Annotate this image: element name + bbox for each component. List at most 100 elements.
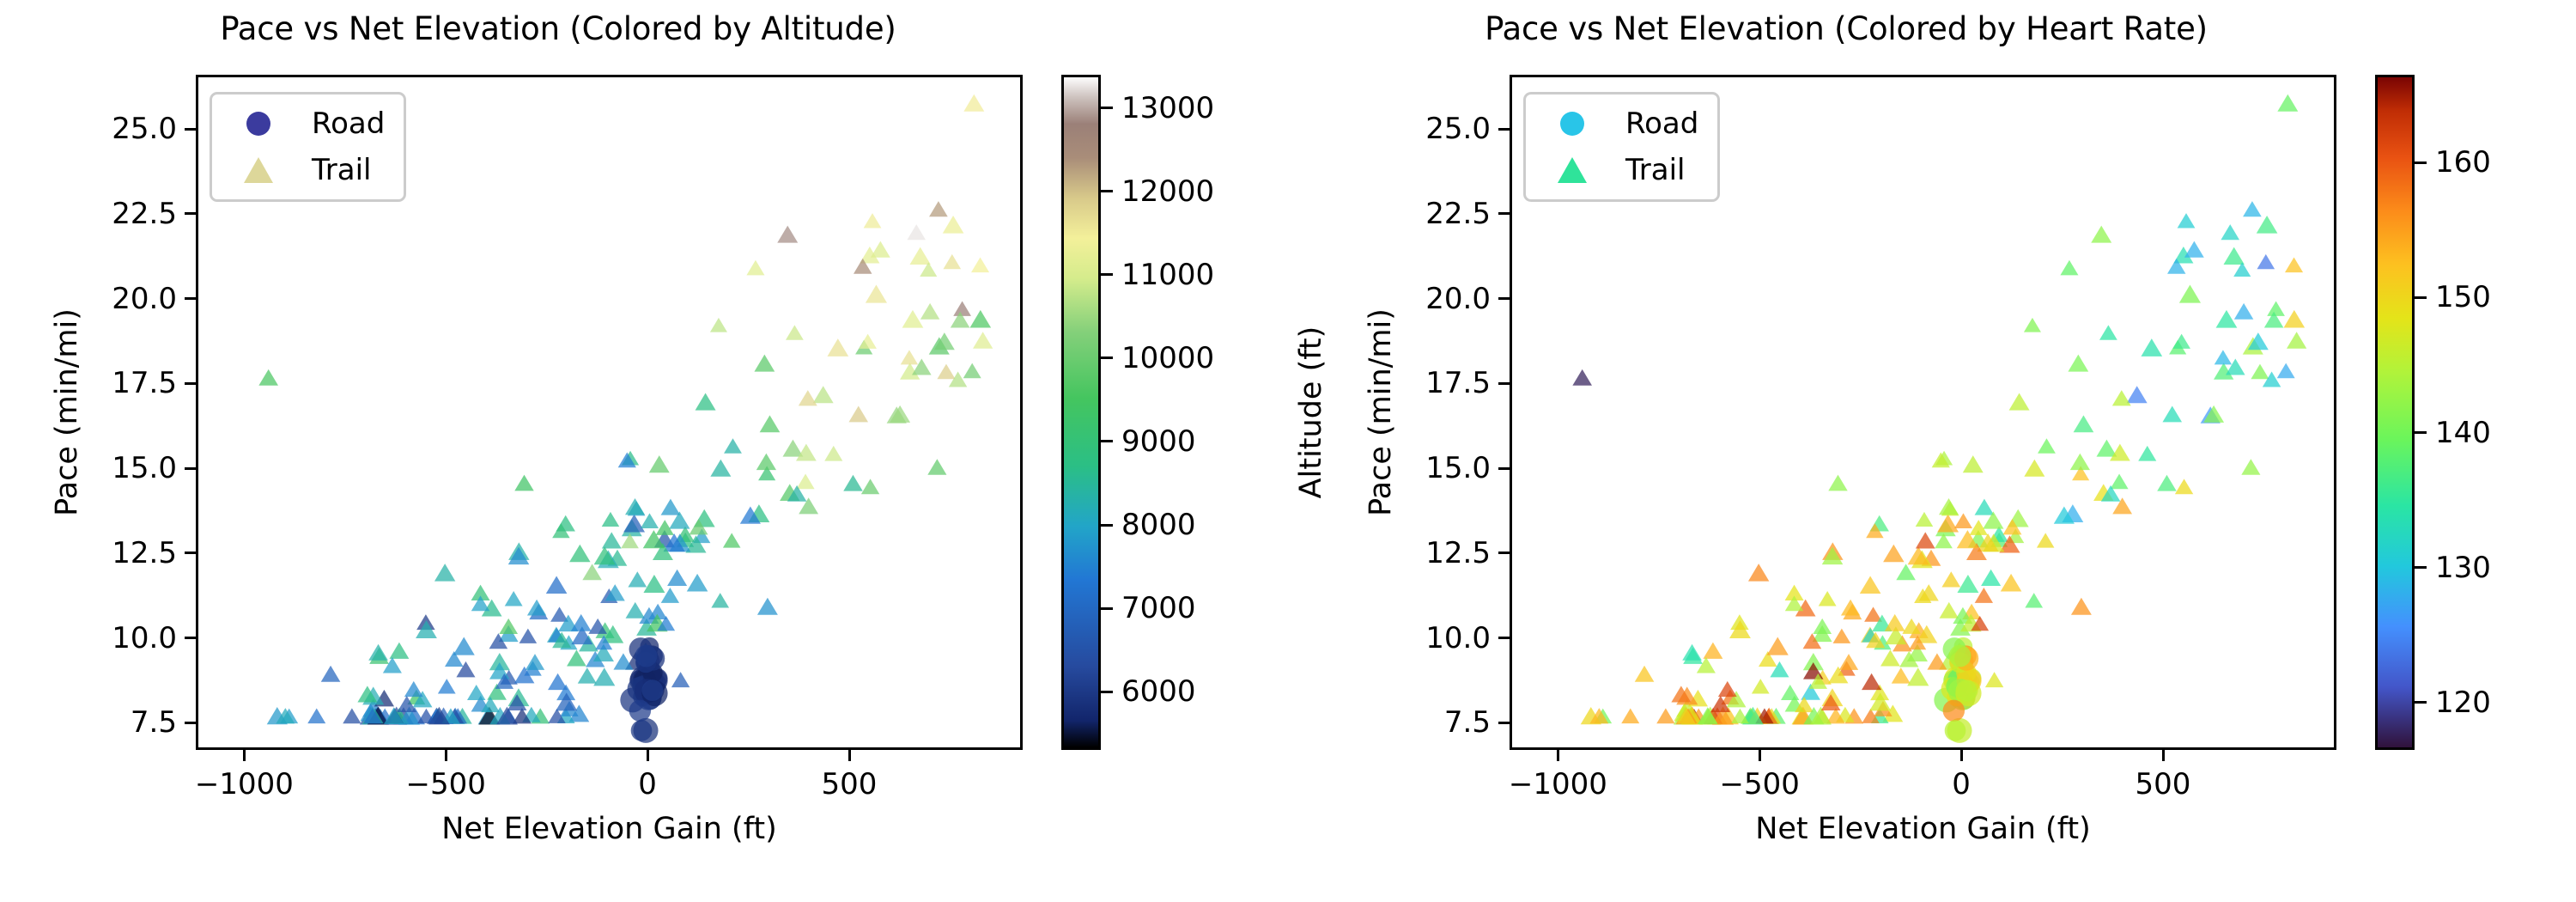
data-point-triangle xyxy=(548,708,566,723)
legend-heartrate[interactable]: Road Trail xyxy=(1523,92,1721,202)
data-point-triangle xyxy=(2174,478,2194,495)
plot-area-heartrate xyxy=(1510,75,2336,750)
data-point-triangle xyxy=(258,369,279,386)
data-point-triangle xyxy=(276,708,295,724)
data-point-triangle xyxy=(2233,302,2254,320)
legend-label: Trail xyxy=(312,153,372,187)
data-point-triangle xyxy=(724,438,742,454)
data-point-triangle xyxy=(1864,606,1882,622)
data-point-triangle xyxy=(1832,628,1851,643)
data-point-triangle xyxy=(1969,520,1988,535)
data-point-triangle xyxy=(652,542,673,561)
data-point-triangle xyxy=(943,253,962,270)
data-point-triangle xyxy=(2110,443,2130,461)
data-point-triangle xyxy=(2247,332,2269,350)
data-point-triangle xyxy=(593,667,616,686)
y-tick-label: 17.5 xyxy=(1425,366,1491,401)
data-point-triangle xyxy=(1697,707,1718,725)
data-point-triangle xyxy=(660,588,680,603)
y-tick-label: 15.0 xyxy=(112,451,177,486)
legend-item-trail[interactable]: Trail xyxy=(1541,149,1698,191)
colorbar-tick-label: 8000 xyxy=(1121,508,1196,542)
data-point-triangle xyxy=(466,685,486,701)
data-point-circle xyxy=(641,680,664,702)
data-point-triangle xyxy=(623,514,646,533)
data-point-triangle xyxy=(471,595,490,612)
data-point-triangle xyxy=(404,680,423,698)
data-point-triangle xyxy=(970,257,990,273)
colorbar-altitude xyxy=(1061,75,1101,750)
y-tick-label: 10.0 xyxy=(112,620,177,655)
data-point-triangle xyxy=(2036,533,2055,548)
data-point-triangle xyxy=(489,633,508,649)
data-point-triangle xyxy=(307,708,326,724)
data-point-triangle xyxy=(859,333,877,349)
data-point-triangle xyxy=(787,485,807,502)
colorbar-tick-mark xyxy=(2415,296,2427,299)
chart-title-altitude: Pace vs Net Elevation (Colored by Altitu… xyxy=(220,10,896,47)
data-point-triangle xyxy=(1882,704,1904,722)
chart-title-heartrate: Pace vs Net Elevation (Colored by Heart … xyxy=(1485,10,2208,47)
data-point-triangle xyxy=(625,601,645,619)
data-point-triangle xyxy=(1828,474,1848,491)
x-tick-mark xyxy=(1556,750,1559,761)
data-point-triangle xyxy=(512,708,532,724)
data-point-triangle xyxy=(2091,225,2112,243)
data-point-triangle xyxy=(1977,533,1999,552)
data-point-triangle xyxy=(601,532,622,549)
data-point-triangle xyxy=(963,363,981,379)
data-point-triangle xyxy=(812,386,834,404)
data-point-triangle xyxy=(601,511,620,527)
legend-label: Road xyxy=(1625,107,1699,141)
data-point-triangle xyxy=(2214,350,2233,365)
data-point-triangle xyxy=(2243,201,2262,217)
data-point-triangle xyxy=(593,546,616,565)
data-point-triangle xyxy=(507,546,530,565)
y-tick-mark xyxy=(1498,297,1510,301)
data-point-triangle xyxy=(613,653,634,670)
data-point-triangle xyxy=(471,584,490,601)
data-point-triangle xyxy=(1927,653,1947,670)
data-point-triangle xyxy=(569,544,591,563)
legend-item-road[interactable]: Road xyxy=(228,103,385,144)
x-axis-label-heartrate: Net Elevation Gain (ft) xyxy=(1755,812,2091,846)
data-point-triangle xyxy=(571,626,593,645)
data-point-triangle xyxy=(416,620,437,638)
data-point-triangle xyxy=(628,571,647,588)
colorbar-tick-mark xyxy=(1101,606,1113,610)
data-point-triangle xyxy=(525,654,545,670)
data-point-triangle xyxy=(2267,301,2285,316)
data-point-triangle xyxy=(1983,511,2004,529)
data-point-triangle xyxy=(2166,258,2186,274)
triangle-marker-icon xyxy=(1541,157,1603,183)
legend-item-trail[interactable]: Trail xyxy=(228,149,385,191)
data-point-triangle xyxy=(695,393,716,411)
data-point-triangle xyxy=(920,262,938,277)
data-point-triangle xyxy=(621,533,639,549)
data-point-circle xyxy=(630,720,653,741)
colorbar-tick-label: 6000 xyxy=(1121,674,1196,710)
data-point-triangle xyxy=(2221,224,2240,241)
data-point-triangle xyxy=(853,258,872,274)
legend-item-road[interactable]: Road xyxy=(1541,103,1698,144)
data-point-triangle xyxy=(1572,369,1593,386)
data-point-triangle xyxy=(2262,371,2281,387)
x-tick-mark xyxy=(848,750,851,761)
data-point-triangle xyxy=(2162,405,2183,423)
data-point-triangle xyxy=(1866,631,1886,649)
data-point-triangle xyxy=(1974,588,1994,603)
data-point-triangle xyxy=(1941,571,1961,588)
data-point-triangle xyxy=(711,593,730,608)
x-tick-mark xyxy=(646,750,649,761)
x-tick-label: −1000 xyxy=(1508,767,1607,801)
data-point-triangle xyxy=(1906,643,1928,662)
data-point-triangle xyxy=(1656,708,1675,724)
legend-altitude[interactable]: Road Trail xyxy=(210,92,407,202)
data-point-triangle xyxy=(1869,692,1892,711)
data-point-triangle xyxy=(1957,575,1979,593)
data-point-triangle xyxy=(1862,708,1880,723)
data-point-triangle xyxy=(1909,635,1927,650)
data-point-triangle xyxy=(657,615,676,631)
data-point-triangle xyxy=(2023,317,2041,332)
data-point-triangle xyxy=(437,679,456,694)
